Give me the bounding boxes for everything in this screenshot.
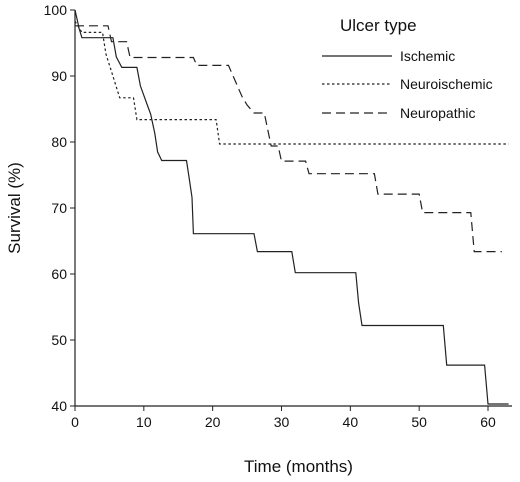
x-tick-label: 60 [480, 414, 496, 430]
x-tick-label: 10 [136, 414, 152, 430]
legend-label-neuropathic: Neuropathic [400, 105, 476, 121]
x-tick-label: 50 [411, 414, 427, 430]
y-tick-label: 60 [51, 266, 67, 282]
y-tick-label: 70 [51, 200, 67, 216]
legend: Ulcer type Ischemic Neuroischemic Neuropat… [322, 16, 493, 121]
x-ticks: 0 10 20 30 40 50 60 [71, 406, 496, 430]
y-tick-label: 50 [51, 332, 67, 348]
y-tick-label: 80 [51, 134, 67, 150]
legend-items: Ischemic Neuroischemic Neuropathic [322, 48, 493, 121]
axes [74, 10, 512, 407]
x-tick-label: 20 [205, 414, 221, 430]
y-tick-label: 40 [51, 398, 67, 414]
x-tick-label: 30 [274, 414, 290, 430]
legend-label-neuroischemic: Neuroischemic [400, 76, 493, 92]
x-tick-label: 40 [343, 414, 359, 430]
y-tick-label: 100 [44, 2, 68, 18]
series-line-neuroischemic [74, 20, 509, 145]
y-axis-title: Survival (%) [5, 162, 24, 254]
legend-title: Ulcer type [340, 16, 417, 35]
series-line-ischemic [74, 9, 509, 405]
x-axis-title: Time (months) [244, 457, 353, 476]
series-layer [74, 9, 509, 405]
y-tick-label: 90 [51, 68, 67, 84]
legend-label-ischemic: Ischemic [400, 48, 455, 64]
y-ticks: 40 50 60 70 80 90 100 [44, 2, 75, 414]
series-line-neuropathic [75, 25, 502, 253]
x-tick-label: 0 [71, 414, 79, 430]
